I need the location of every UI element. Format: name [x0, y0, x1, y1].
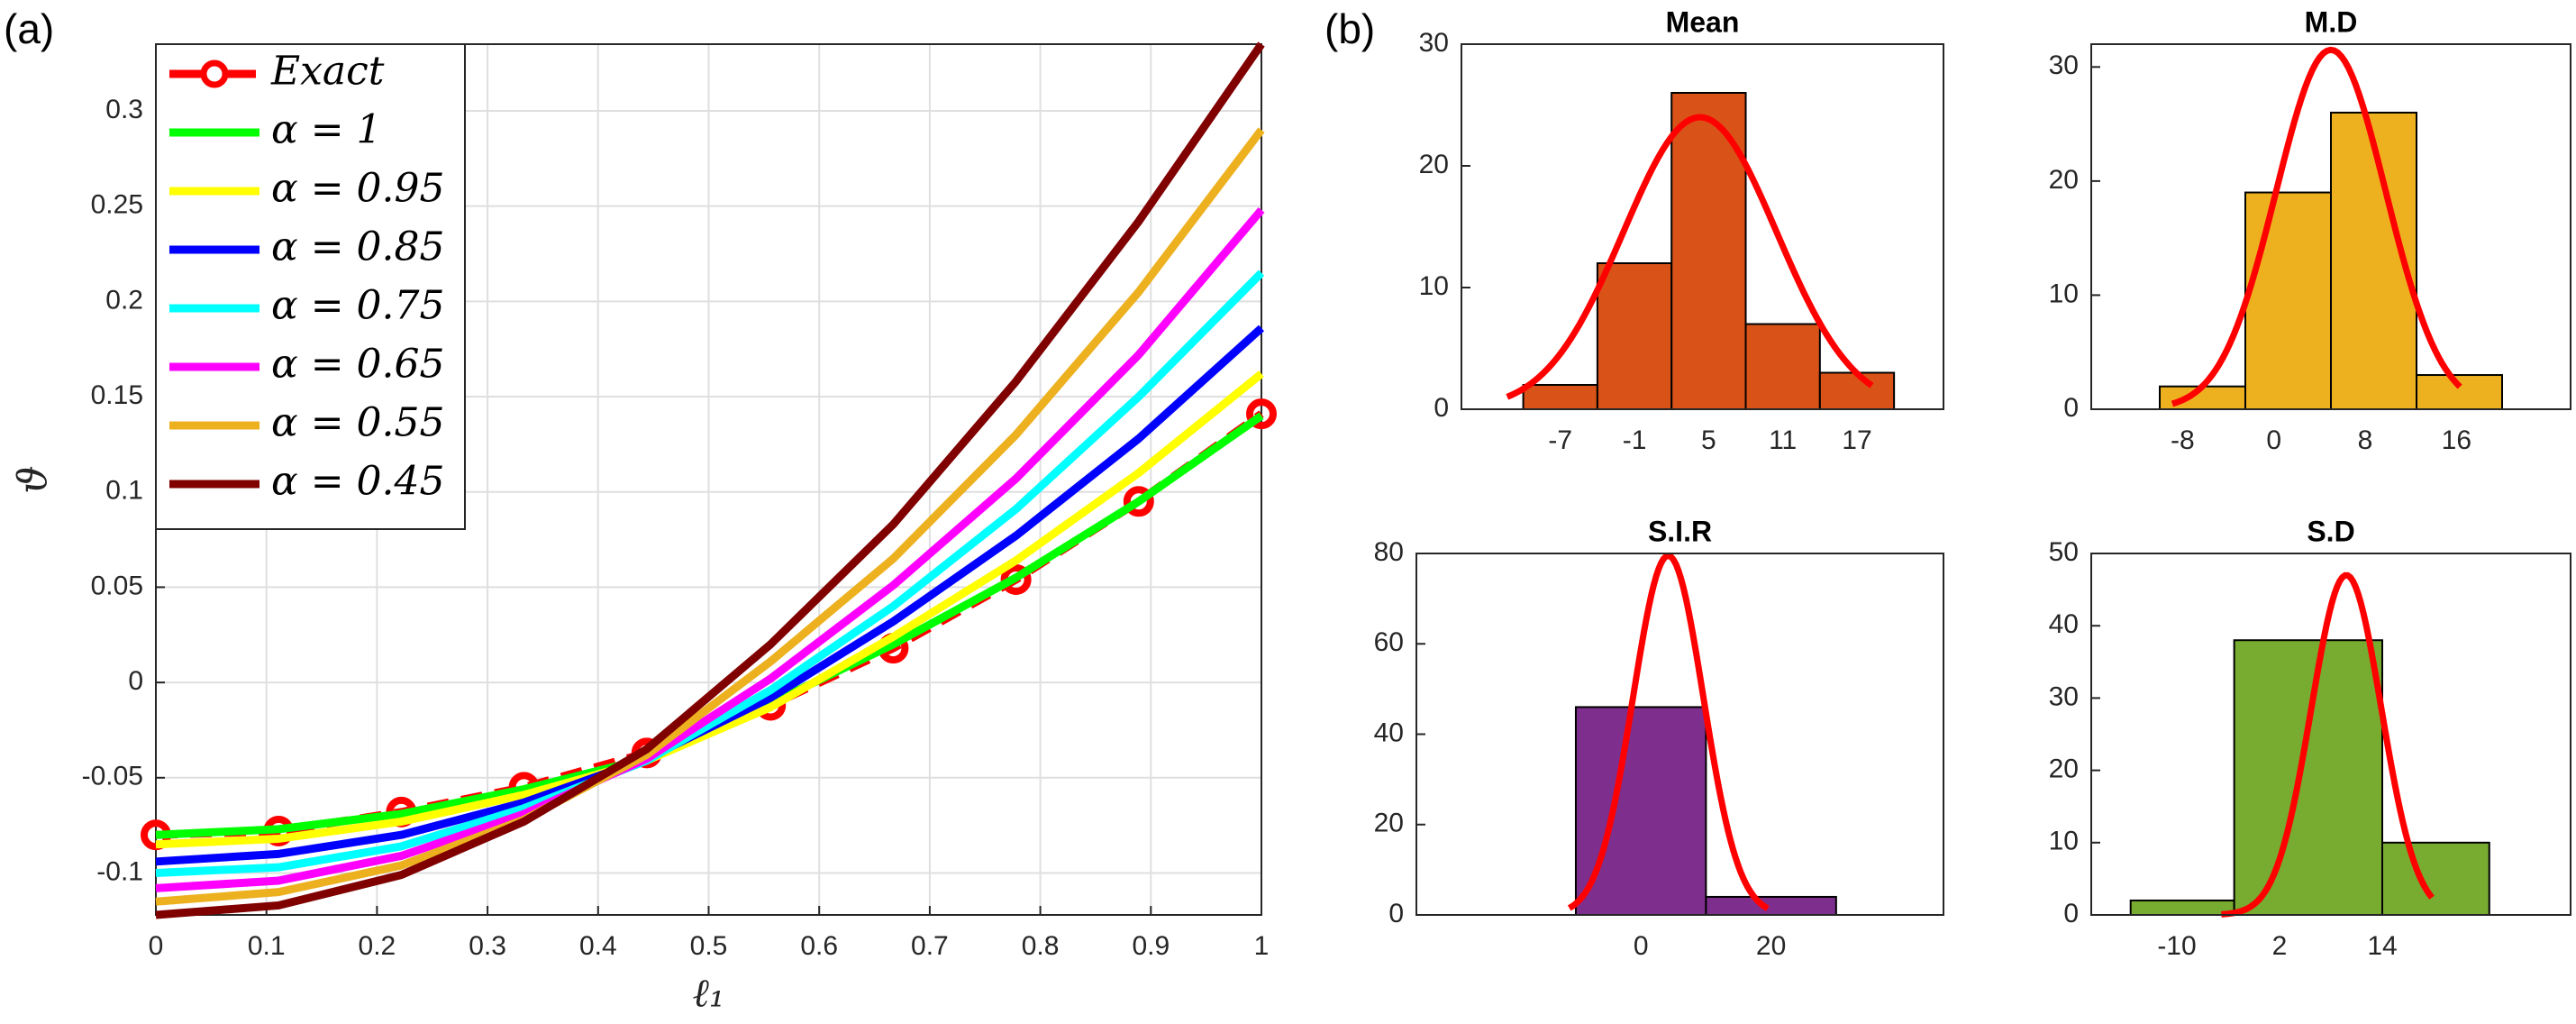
chart-title: Mean [1666, 5, 1740, 38]
axes-box [1461, 43, 1944, 410]
fit-curve [2171, 46, 2462, 407]
y-tick-label: 10 [1419, 271, 1449, 301]
axes-box [2090, 43, 2571, 410]
legend-marker [200, 59, 229, 88]
y-tick-label: 40 [2049, 609, 2079, 639]
y-axis-label: ϑ [11, 465, 57, 493]
x-tick-label: 17 [1842, 425, 1871, 455]
legend-label: Exact [270, 49, 385, 95]
y-tick-label: 0.15 [91, 380, 143, 410]
axes-box [1415, 553, 1944, 916]
x-tick-label: -10 [2157, 931, 2196, 961]
histogram-bar [1744, 323, 1821, 410]
chart-title: M.D [2305, 5, 2358, 38]
y-tick-label: 0 [1434, 393, 1449, 423]
histogram-bar [2244, 191, 2332, 410]
y-tick-label: 0.05 [91, 571, 143, 600]
chart-title: S.I.R [1648, 515, 1712, 547]
histogram-bar [1522, 384, 1598, 410]
x-tick-label: 0.8 [1022, 931, 1060, 961]
y-tick-label: 20 [1374, 809, 1404, 838]
x-tick-label: 11 [1769, 425, 1797, 455]
x-tick-label: -1 [1623, 425, 1647, 455]
y-tick-label: 0 [2063, 899, 2079, 928]
y-tick-label: -0.05 [82, 762, 143, 791]
legend-box [155, 43, 466, 530]
legend-label: α = 0.75 [271, 283, 445, 329]
x-tick-label: 8 [2358, 425, 2373, 455]
series-line [155, 206, 1265, 892]
histogram-bar [2233, 639, 2383, 916]
y-tick-label: 30 [2049, 50, 2079, 80]
x-tick-label: 2 [2272, 931, 2288, 961]
y-tick-label: 10 [2049, 827, 2079, 856]
x-tick-label: 5 [1701, 425, 1716, 455]
x-tick-label: 0 [1634, 931, 1649, 961]
y-tick-label: 20 [1419, 150, 1449, 179]
y-tick-label: 0 [1388, 899, 1404, 928]
legend-label: α = 0.55 [271, 400, 445, 446]
histogram-bar [2129, 899, 2235, 917]
x-tick-label: 14 [2367, 931, 2397, 961]
x-tick-label: 16 [2442, 425, 2471, 455]
x-tick-label: 0 [149, 931, 164, 961]
y-tick-label: 80 [1374, 537, 1404, 567]
x-tick-label: 0.3 [469, 931, 506, 961]
panel-label: (b) [1324, 5, 1375, 52]
x-tick-label: 0.6 [800, 931, 838, 961]
y-tick-label: -0.1 [96, 856, 143, 886]
legend-label: α = 0.65 [271, 342, 445, 388]
x-tick-label: 1 [1254, 931, 1270, 961]
histogram-bar [1596, 262, 1673, 410]
fit-curve [2221, 571, 2435, 918]
legend-label: α = 1 [271, 107, 382, 153]
fit-curve [1567, 552, 1770, 911]
x-tick-label: 0.1 [248, 931, 286, 961]
chart-title: S.D [2307, 515, 2354, 547]
histogram-bar [1818, 371, 1896, 410]
x-tick-label: 0.9 [1132, 931, 1170, 961]
x-tick-label: 0.7 [911, 931, 949, 961]
legend-label: α = 0.95 [271, 166, 445, 212]
axes-box [2090, 553, 2571, 916]
legend-label: α = 0.85 [271, 224, 445, 270]
y-tick-label: 0.25 [91, 190, 143, 220]
series-line [155, 41, 1265, 919]
y-tick-label: 10 [2049, 279, 2079, 308]
series-line [155, 127, 1265, 906]
y-tick-label: 20 [2049, 165, 2079, 195]
y-tick-label: 0 [2063, 393, 2079, 423]
y-tick-label: 40 [1374, 718, 1404, 747]
fit-curve [1506, 114, 1874, 400]
point-marker [1123, 486, 1154, 517]
panel-label: (a) [4, 5, 54, 52]
histogram-bar [1705, 895, 1837, 917]
histogram-bar [2381, 841, 2490, 916]
x-tick-label: -8 [2171, 425, 2195, 455]
x-axis-label: ℓ₁ [693, 971, 725, 1017]
y-tick-label: 60 [1374, 627, 1404, 657]
y-tick-label: 0.1 [105, 476, 143, 506]
series-line [155, 370, 1264, 849]
x-tick-label: -7 [1548, 425, 1572, 455]
legend-label: α = 0.45 [271, 459, 445, 505]
x-tick-label: 0 [2266, 425, 2281, 455]
y-tick-label: 50 [2049, 537, 2079, 567]
y-tick-label: 30 [2049, 681, 2079, 711]
y-tick-label: 0.2 [105, 285, 143, 315]
y-tick-label: 30 [1419, 28, 1449, 58]
histogram-bar [1574, 706, 1707, 916]
y-tick-label: 0.3 [105, 95, 143, 124]
x-tick-label: 0.5 [690, 931, 728, 961]
series-line [155, 270, 1265, 877]
histogram-bar [2416, 374, 2503, 410]
point-marker [1246, 398, 1277, 430]
y-tick-label: 20 [2049, 754, 2079, 784]
x-tick-label: 20 [1756, 931, 1786, 961]
y-tick-label: 0 [128, 666, 143, 696]
x-tick-label: 0.4 [579, 931, 617, 961]
x-tick-label: 0.2 [359, 931, 396, 961]
